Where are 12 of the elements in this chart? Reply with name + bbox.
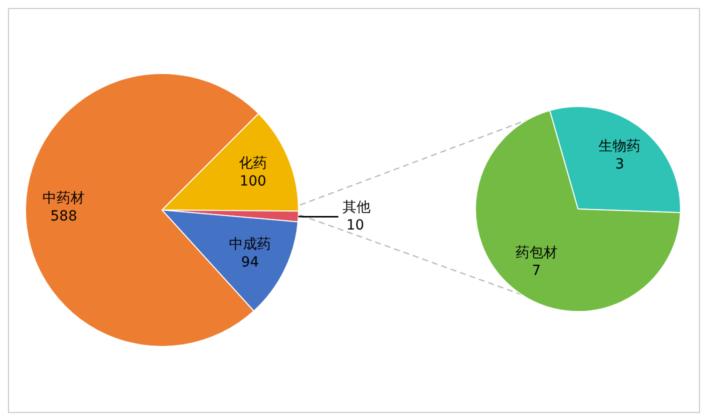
slice-label: 中药材 xyxy=(42,190,85,206)
slice-label: 中成药 xyxy=(229,236,272,252)
slice-label: 药包材 xyxy=(515,244,558,261)
data-label: 7 xyxy=(532,262,541,279)
data-label: 588 xyxy=(50,208,78,224)
data-label: 10 xyxy=(346,217,364,234)
slice-label: 化药 xyxy=(238,155,267,172)
slice-label: 其他 xyxy=(342,199,370,216)
data-label: 94 xyxy=(241,254,260,270)
data-label: 3 xyxy=(615,156,624,172)
slice-label: 生物药 xyxy=(598,138,641,154)
data-label: 100 xyxy=(240,173,266,190)
